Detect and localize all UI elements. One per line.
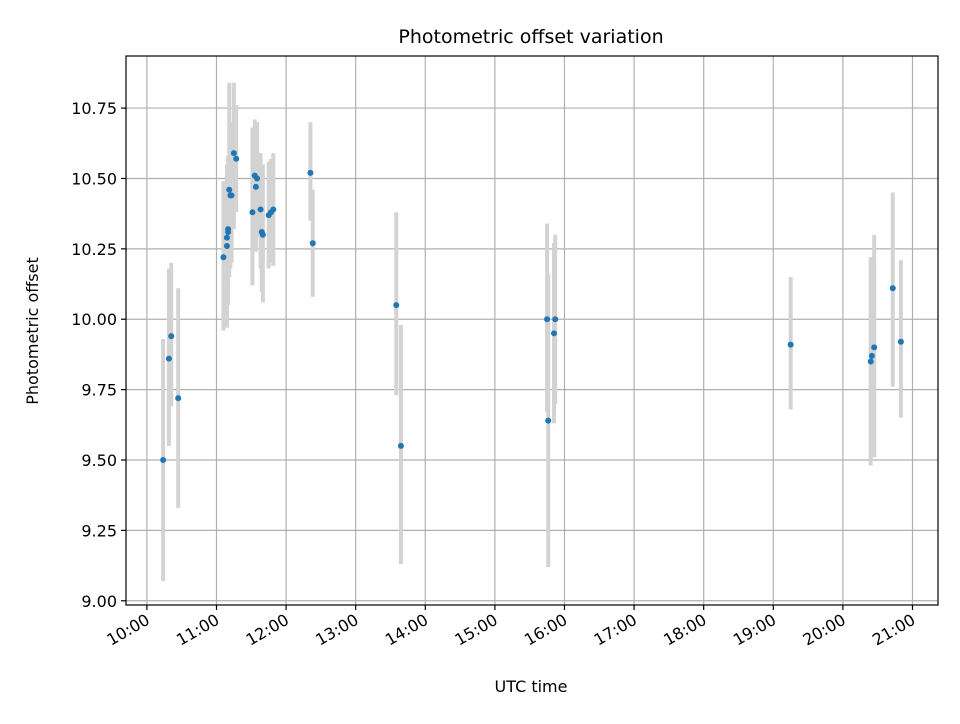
data-point [254, 175, 261, 182]
data-point [168, 333, 175, 340]
chart-title: Photometric offset variation [398, 26, 663, 48]
data-point [307, 169, 314, 176]
data-point [252, 183, 259, 190]
data-point [230, 150, 237, 157]
data-point [897, 338, 904, 345]
y-tick-label: 9.00 [81, 592, 117, 611]
data-point [165, 355, 172, 362]
data-point [545, 417, 552, 424]
data-point [552, 316, 559, 323]
data-point [867, 358, 874, 365]
y-tick-label: 10.00 [71, 310, 117, 329]
data-point [223, 234, 230, 241]
y-axis-label: Photometric offset [23, 257, 42, 405]
data-point [160, 457, 167, 464]
data-point [551, 330, 558, 337]
data-point [270, 206, 277, 213]
data-points [160, 150, 904, 464]
data-point [225, 226, 232, 233]
data-point [233, 155, 240, 162]
data-point [868, 352, 875, 359]
y-tick-label: 9.75 [81, 381, 117, 400]
y-tick-label: 10.75 [71, 99, 117, 118]
data-point [393, 302, 400, 309]
data-point [249, 209, 256, 216]
plot-area-frame [125, 55, 939, 606]
data-point [397, 442, 404, 449]
y-tick-label: 10.25 [71, 240, 117, 259]
y-axis-ticks: 9.00 9.25 9.50 9.75 10.00 10.25 10.50 10.75 [71, 99, 126, 611]
data-point [309, 240, 316, 247]
data-point [228, 192, 235, 199]
x-axis-label: UTC time [495, 677, 568, 696]
data-point [259, 231, 266, 238]
data-point [257, 206, 264, 213]
data-point [223, 243, 230, 250]
y-tick-label: 9.50 [81, 451, 117, 470]
data-point [889, 285, 896, 292]
data-point [871, 344, 878, 351]
data-point [787, 341, 794, 348]
data-point [220, 254, 227, 261]
grid [126, 56, 938, 605]
data-point [544, 316, 551, 323]
y-tick-label: 9.25 [81, 521, 117, 540]
data-point [175, 395, 182, 402]
data-point [226, 186, 233, 193]
y-tick-label: 10.50 [71, 169, 117, 188]
